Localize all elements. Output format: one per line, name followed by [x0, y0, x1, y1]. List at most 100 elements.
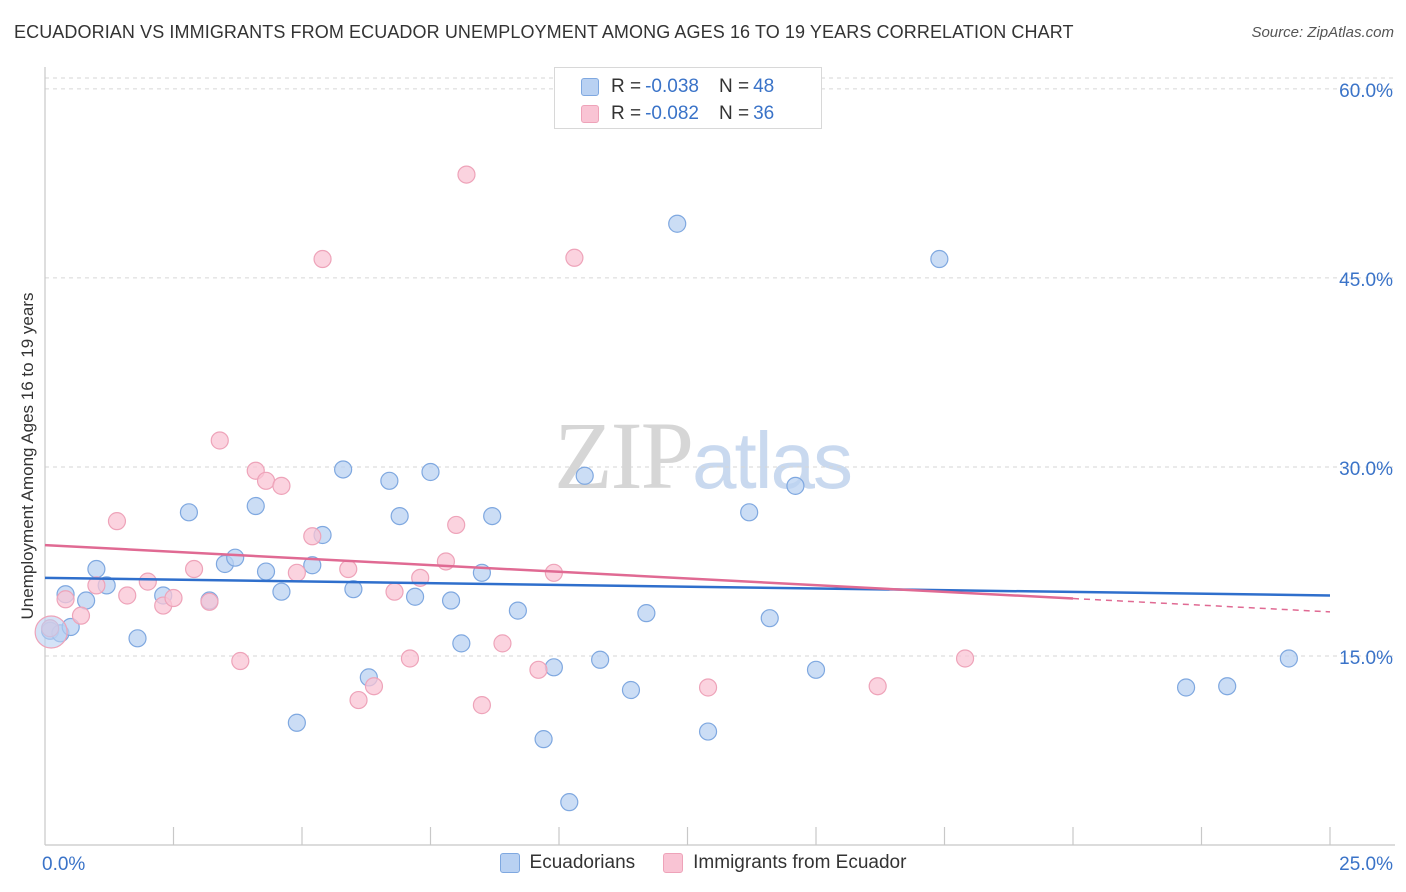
data-point	[87, 576, 106, 595]
legend-r-value: -0.082	[645, 103, 699, 124]
y-tick-label: 30.0%	[1339, 459, 1393, 480]
trend-line-dashed-pink	[1072, 597, 1331, 613]
data-point	[118, 586, 137, 605]
data-point	[364, 677, 384, 696]
series-pink	[41, 165, 975, 715]
data-point	[955, 649, 975, 668]
data-point	[575, 466, 594, 485]
legend-row-immigrants: R = -0.082 N = 36	[581, 102, 778, 126]
data-point	[138, 572, 157, 591]
data-point	[303, 527, 322, 546]
series-legend: Ecuadorians Immigrants from Ecuador	[0, 852, 1406, 874]
data-point	[380, 471, 399, 490]
series-blue	[41, 214, 1298, 812]
x-tick-label: 25.0%	[1339, 854, 1393, 875]
data-point	[472, 696, 491, 715]
legend-n-label: N =	[718, 103, 750, 124]
data-point	[529, 660, 548, 679]
data-point	[786, 476, 805, 495]
data-point	[698, 678, 718, 697]
data-point	[806, 660, 826, 679]
cluster-point	[34, 615, 68, 649]
legend-label: Immigrants from Ecuador	[693, 852, 907, 873]
data-point	[128, 629, 147, 648]
data-point	[184, 559, 204, 579]
data-point	[231, 651, 250, 671]
y-tick-label: 15.0%	[1339, 648, 1393, 669]
legend-n-value: 48	[753, 76, 775, 97]
data-point	[565, 248, 584, 267]
data-point	[226, 548, 245, 567]
chart-title: ECUADORIAN VS IMMIGRANTS FROM ECUADOR UN…	[14, 22, 1074, 42]
data-point	[334, 460, 353, 479]
data-point	[349, 690, 368, 710]
legend-n-label: N =	[718, 76, 750, 97]
data-point	[71, 606, 91, 625]
data-point	[560, 793, 579, 812]
data-point	[256, 562, 276, 581]
trend-line-blue	[44, 576, 1331, 597]
legend-swatch-blue	[499, 853, 520, 873]
legend-label: Ecuadorians	[529, 852, 636, 873]
legend-row-ecuadorians: R = -0.038 N = 48	[581, 75, 778, 99]
data-point	[457, 165, 476, 184]
data-point	[1218, 677, 1237, 696]
data-point	[740, 503, 759, 522]
legend-r-label: R =	[611, 76, 642, 97]
correlation-legend: R = -0.038 N = 48 R = -0.082 N = 36	[554, 67, 822, 129]
data-point	[313, 249, 332, 269]
data-point	[303, 556, 322, 575]
data-point	[452, 634, 471, 653]
data-point	[56, 590, 75, 609]
data-point	[621, 680, 641, 700]
watermark: ZIPatlas	[554, 400, 853, 511]
data-point	[200, 592, 219, 611]
legend-swatch-pink	[581, 105, 599, 123]
data-point	[287, 713, 306, 732]
data-point	[179, 503, 199, 522]
data-point	[272, 582, 291, 601]
source-credit: Source: ZipAtlas.com	[1251, 24, 1394, 41]
data-point	[164, 588, 183, 608]
data-point	[508, 601, 527, 620]
data-point	[930, 249, 949, 269]
data-point	[210, 431, 229, 450]
data-point	[87, 559, 106, 579]
data-point	[256, 471, 276, 490]
data-point	[534, 730, 553, 749]
data-point	[493, 634, 512, 653]
data-point	[344, 580, 363, 599]
data-point	[400, 649, 420, 668]
legend-swatch-pink	[663, 853, 684, 873]
legend-r-value: -0.038	[645, 76, 699, 97]
legend-item-immigrants: Immigrants from Ecuador	[663, 852, 906, 874]
data-point	[272, 476, 291, 495]
legend-r-label: R =	[611, 103, 642, 124]
data-point	[246, 496, 265, 516]
data-point	[405, 587, 425, 606]
data-point	[698, 722, 718, 741]
watermark-zip: ZIP	[554, 402, 694, 509]
y-tick-label: 60.0%	[1339, 81, 1393, 102]
data-point	[441, 591, 461, 610]
data-point	[447, 515, 466, 535]
legend-item-ecuadorians: Ecuadorians	[499, 852, 636, 874]
data-point	[77, 591, 96, 610]
watermark-atlas: atlas	[692, 416, 853, 505]
data-point	[591, 650, 610, 669]
data-point	[544, 658, 563, 677]
trend-line-pink	[44, 543, 1074, 600]
data-point	[637, 604, 656, 623]
data-point	[760, 609, 779, 628]
data-point	[483, 506, 502, 526]
data-point	[390, 506, 409, 526]
data-point	[868, 677, 887, 696]
data-point	[1279, 649, 1298, 668]
x-tick-label: 0.0%	[42, 854, 85, 875]
legend-n-value: 36	[753, 103, 775, 124]
y-tick-label: 45.0%	[1339, 270, 1393, 291]
data-point	[339, 559, 358, 579]
data-point	[1176, 678, 1196, 697]
data-point	[107, 512, 127, 531]
